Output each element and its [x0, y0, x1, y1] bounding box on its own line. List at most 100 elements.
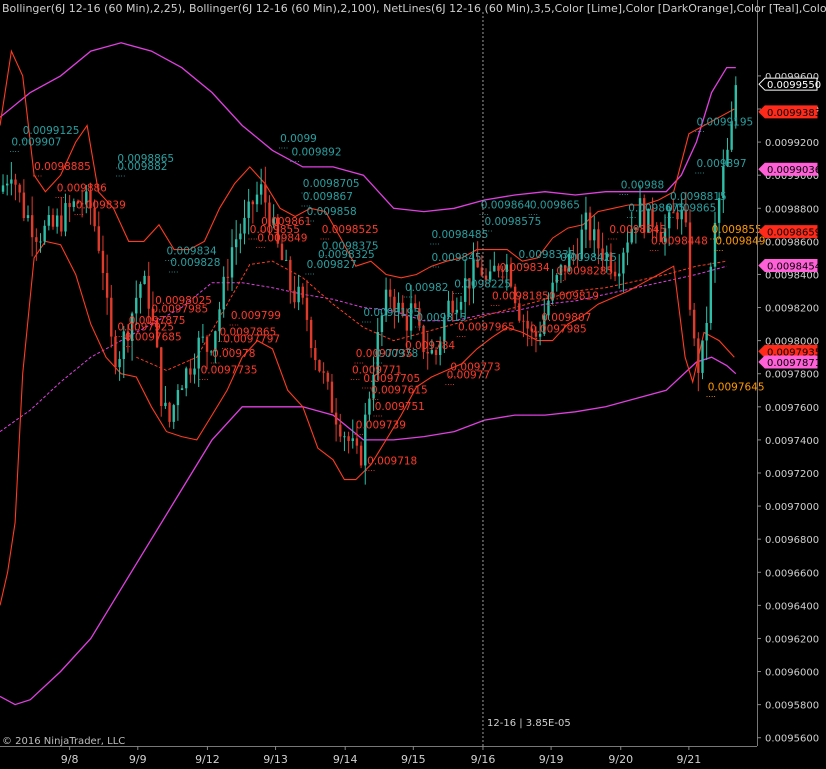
netline-dots: ····	[668, 202, 678, 211]
x-tick-label: 9/21	[677, 753, 702, 766]
candle-body	[443, 317, 446, 342]
candle-body	[438, 341, 442, 355]
netline-dots: ····	[619, 190, 629, 199]
candle-body	[384, 289, 388, 316]
netline-value-label: 0.0099195	[696, 117, 753, 129]
netline-value-label: 0.0098525	[322, 224, 379, 236]
candle-body	[326, 372, 329, 382]
candle-body	[618, 273, 621, 277]
candle-body	[359, 445, 363, 466]
netline-dots: ····	[694, 128, 704, 137]
candle-body	[430, 350, 434, 354]
y-tick-label: 0.0096400	[765, 601, 819, 612]
netline-value-label: 0.009855	[712, 224, 762, 236]
candle-body	[526, 320, 529, 329]
price-markers: 0.00995500.00993830.00990360.00986590.00…	[758, 77, 821, 369]
candle-body	[110, 297, 113, 337]
netline-value-label: 0.0097705	[363, 373, 420, 385]
candle-body	[72, 201, 76, 207]
netline-dots: ····	[558, 263, 568, 272]
netline-value-label: 0.0097645	[708, 381, 765, 393]
netline-value-label: 0.0097735	[356, 348, 413, 360]
netline-dots: ····	[229, 321, 239, 330]
candle-body	[380, 315, 384, 332]
candle-body	[643, 198, 646, 233]
candle-body	[634, 227, 638, 229]
candle-body	[505, 264, 509, 272]
candle-body	[14, 179, 17, 185]
candle-body	[593, 229, 596, 241]
candle-body	[509, 264, 513, 287]
candle-body	[218, 309, 221, 332]
candle-body	[376, 331, 379, 375]
candle-body	[347, 436, 350, 441]
candle-body	[601, 248, 604, 261]
candle-body	[193, 368, 196, 375]
candle-body	[214, 331, 217, 352]
netline-value-label: 0.009849	[715, 236, 765, 248]
candle-body	[447, 300, 450, 318]
netline-dots: ····	[607, 235, 617, 244]
netline-dots: ····	[365, 467, 375, 476]
netline-value-label: 0.0097925	[117, 322, 174, 334]
candle-body	[638, 198, 642, 228]
copyright-text: © 2016 NinjaTrader, LLC	[2, 736, 125, 747]
netline-value-label: 0.0098705	[303, 178, 360, 190]
candle-body	[713, 222, 717, 267]
netline-dots: ····	[403, 351, 413, 360]
netline-value-label: 0.0098325	[318, 249, 375, 261]
netline-dots: ····	[248, 235, 258, 244]
netline-dots: ····	[626, 214, 636, 223]
candle-body	[393, 296, 396, 313]
candle-body	[559, 265, 563, 276]
netline-dots: ····	[528, 210, 538, 219]
netline-dots: ····	[517, 260, 527, 269]
netline-dots: ····	[448, 372, 458, 381]
y-tick-label: 0.0095800	[765, 701, 819, 712]
candle-body	[397, 302, 400, 313]
candle-body	[334, 412, 338, 425]
candle-body	[226, 276, 230, 278]
netline-value-label: 0.009834	[167, 246, 217, 258]
netline-dots: ····	[320, 235, 330, 244]
candle-body	[692, 309, 696, 339]
candle-body	[455, 309, 459, 313]
x-tick-label: 9/12	[195, 753, 220, 766]
candle-body	[135, 297, 138, 314]
candle-body	[1, 185, 5, 192]
netline-dots: ····	[373, 412, 383, 421]
candle-body	[414, 303, 417, 309]
netline-dots: ····	[706, 392, 716, 401]
candle-body	[268, 202, 271, 226]
candlestick-series	[1, 76, 738, 485]
netline-dots: ····	[429, 240, 439, 249]
candle-body	[118, 359, 121, 368]
netline-value-label: 0.009828	[170, 257, 220, 269]
netline-dots: ····	[305, 270, 315, 279]
netline-value-label: 0.0098575	[484, 216, 541, 228]
candle-body	[647, 208, 650, 233]
candle-body	[730, 121, 733, 150]
candle-body	[264, 184, 267, 203]
candle-body	[26, 215, 30, 219]
netline-value-label: 0.009907	[11, 136, 61, 148]
netline-value-label: 0.0098675	[628, 203, 685, 215]
netline-dots: ····	[649, 247, 659, 256]
candle-body	[122, 331, 125, 360]
candle-body	[667, 212, 671, 229]
candle-body	[563, 265, 567, 272]
candle-body	[584, 212, 588, 230]
candle-body	[576, 253, 579, 260]
netline-value-label: 0.0098025	[155, 295, 212, 307]
candle-body	[518, 303, 521, 321]
netline-value-label: 0.009892	[291, 146, 341, 158]
x-tick-label: 9/13	[263, 753, 288, 766]
price-marker-label: 0.0099550	[767, 80, 821, 91]
candle-body	[389, 289, 392, 297]
netline-dots: ····	[490, 301, 500, 310]
netline-dots: ····	[369, 396, 379, 405]
y-tick-label: 0.0095600	[765, 734, 819, 745]
candle-body	[151, 308, 155, 321]
candle-body	[114, 336, 117, 368]
